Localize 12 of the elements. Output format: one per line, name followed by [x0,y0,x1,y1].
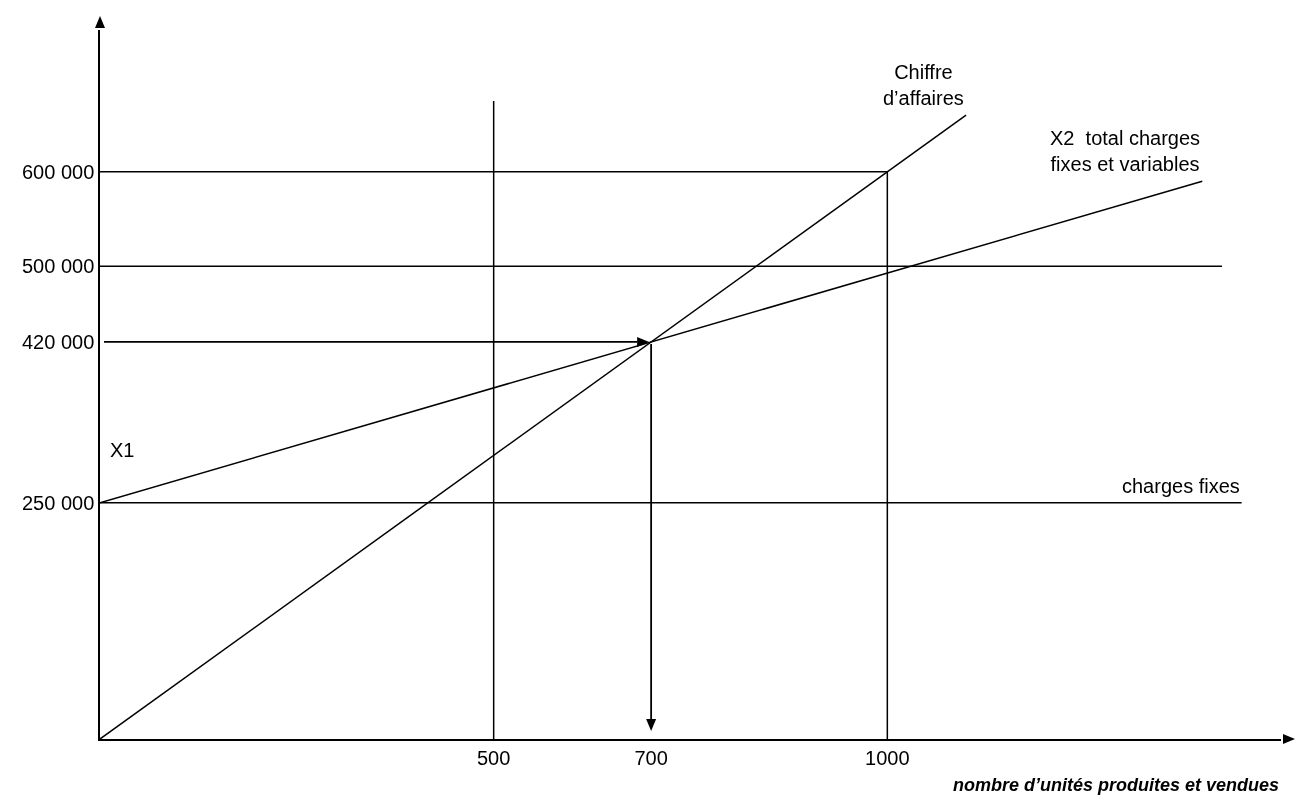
x-tick-label: 700 [634,746,668,769]
x-tick-label: 1000 [865,746,910,769]
y-tick-label: 420 000 [21,330,95,353]
y-tick-label: 600 000 [21,160,95,183]
annotation: X1 [110,439,135,461]
series-label: charges fixes [1122,475,1240,497]
x-tick-label: 500 [476,746,511,769]
series-label: Chiffre d’affaires [883,61,964,109]
x-axis-title: nombre d’unités produites et vendues [953,775,1280,795]
y-tick-label: 500 000 [21,255,95,278]
y-tick-label: 250 000 [21,491,95,514]
series-label: X2 total charges fixes et variables [1050,127,1201,175]
